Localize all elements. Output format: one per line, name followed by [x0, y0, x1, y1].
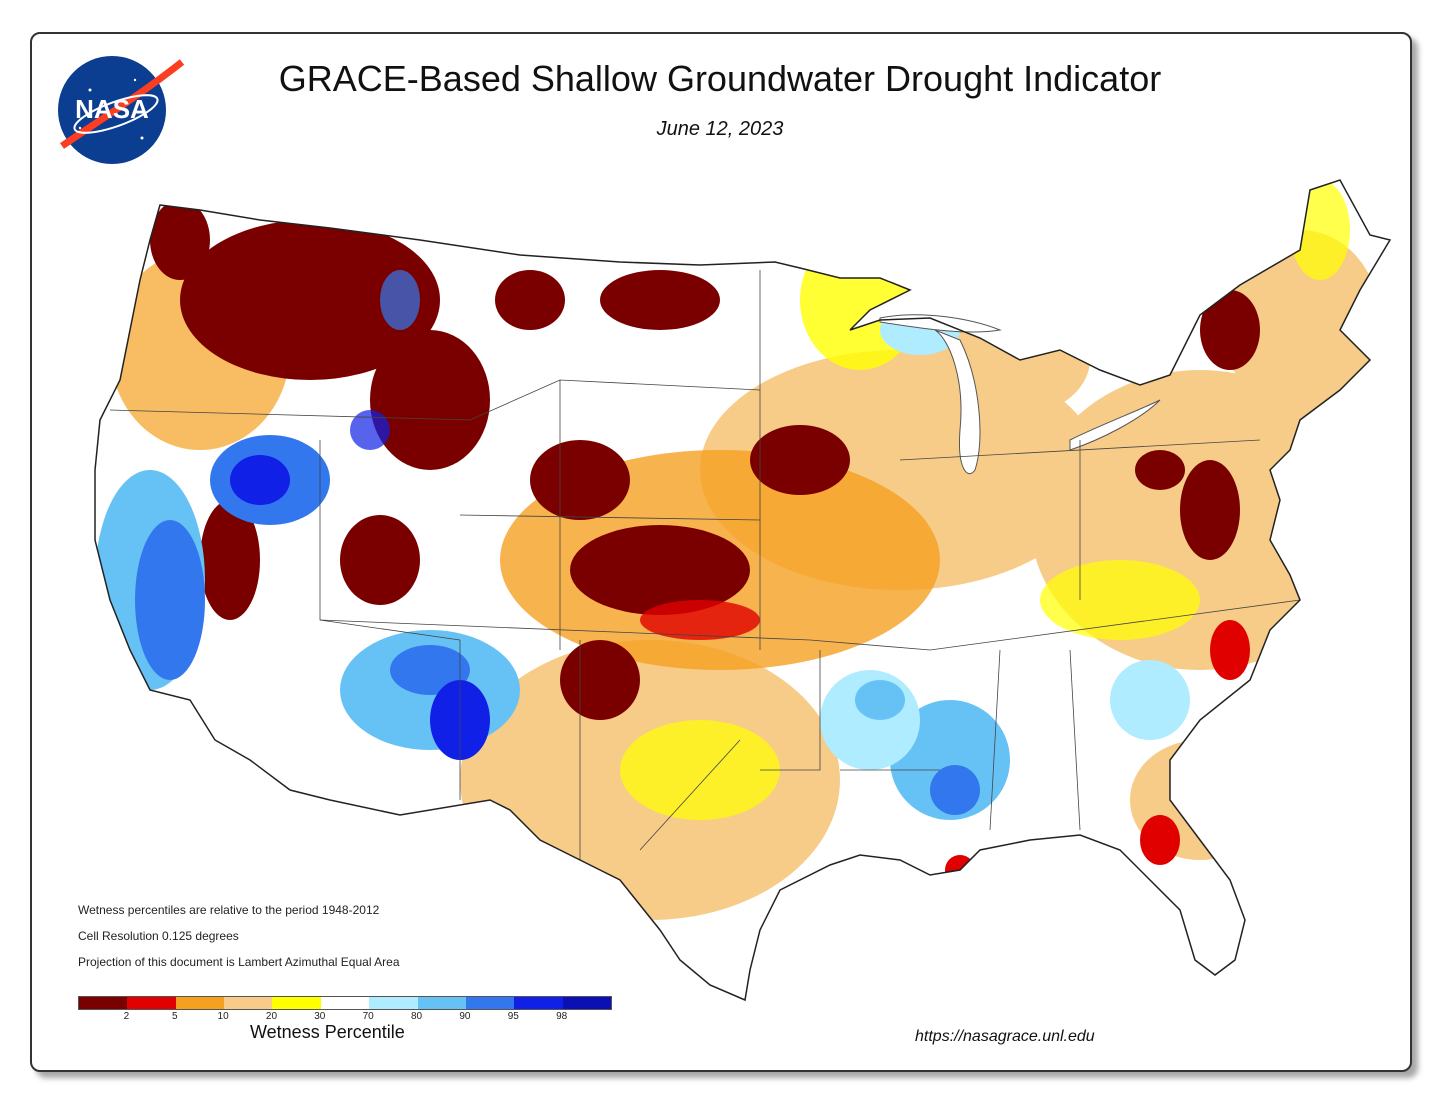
- legend-swatch: [369, 997, 418, 1009]
- legend-swatch: [562, 997, 611, 1009]
- legend-tick-label: 2: [123, 1011, 130, 1022]
- legend-swatch: [465, 997, 515, 1009]
- legend-tick-label: 70: [362, 1011, 374, 1022]
- note-projection: Projection of this document is Lambert A…: [78, 955, 400, 969]
- legend-swatch: [272, 997, 321, 1009]
- legend-tick-label: 90: [459, 1011, 471, 1022]
- legend-tick-label: 10: [217, 1011, 229, 1022]
- legend-tick-label: 20: [265, 1011, 278, 1022]
- nasa-logo: NASA: [58, 56, 185, 164]
- legend-tick-label: 98: [556, 1011, 568, 1022]
- legend-colorbar: [78, 996, 612, 1010]
- nasa-logo-text: NASA: [75, 94, 149, 124]
- legend-swatch: [417, 997, 466, 1009]
- legend-swatch: [127, 997, 176, 1009]
- legend-tick-label: 95: [507, 1011, 519, 1022]
- legend-tick-label: 80: [410, 1011, 423, 1022]
- map-date: June 12, 2023: [656, 118, 784, 140]
- legend-ticks: 2 5 10 20 30 70 80 90 95 98: [78, 1011, 610, 1025]
- legend-swatch: [320, 997, 370, 1009]
- map-title: GRACE-Based Shallow Groundwater Drought …: [278, 58, 1162, 99]
- note-period: Wetness percentiles are relative to the …: [78, 903, 380, 917]
- source-url[interactable]: https://nasagrace.unl.edu: [915, 1028, 1095, 1045]
- note-resolution: Cell Resolution 0.125 degrees: [78, 929, 239, 943]
- legend-tick-label: 5: [171, 1011, 178, 1022]
- legend-title: Wetness Percentile: [250, 1022, 405, 1042]
- legend-swatch: [175, 997, 225, 1009]
- legend-swatch: [514, 997, 563, 1009]
- legend-swatch: [79, 997, 128, 1009]
- legend-swatch: [224, 997, 273, 1009]
- legend-tick-label: 30: [314, 1011, 326, 1022]
